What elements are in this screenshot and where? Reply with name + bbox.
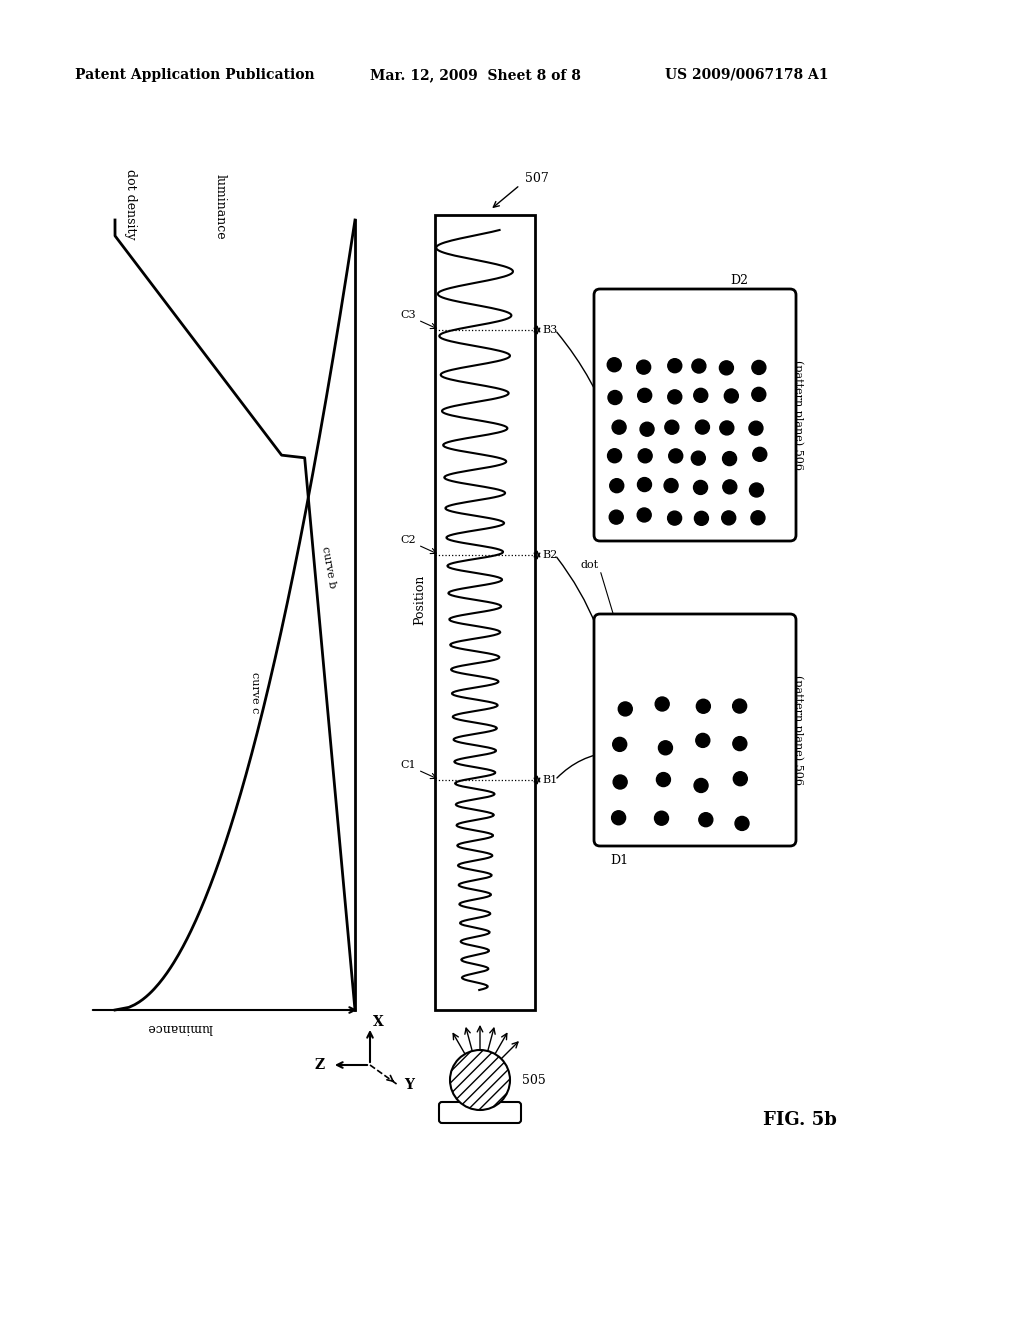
- FancyBboxPatch shape: [594, 614, 796, 846]
- Circle shape: [658, 741, 673, 755]
- Circle shape: [750, 483, 764, 498]
- Text: curve c: curve c: [250, 672, 260, 714]
- Circle shape: [693, 480, 708, 495]
- Text: 505: 505: [522, 1073, 546, 1086]
- Circle shape: [638, 478, 651, 491]
- Circle shape: [696, 700, 711, 713]
- Circle shape: [609, 510, 624, 524]
- Circle shape: [698, 813, 713, 826]
- Circle shape: [613, 775, 627, 789]
- Circle shape: [612, 420, 626, 434]
- Circle shape: [751, 511, 765, 525]
- Text: (pattern plane) 506: (pattern plane) 506: [793, 675, 803, 785]
- Text: Mar. 12, 2009  Sheet 8 of 8: Mar. 12, 2009 Sheet 8 of 8: [370, 69, 581, 82]
- Circle shape: [723, 451, 736, 466]
- Text: C3: C3: [400, 310, 416, 319]
- Circle shape: [608, 391, 622, 404]
- Circle shape: [694, 388, 708, 403]
- Circle shape: [720, 421, 734, 434]
- Circle shape: [655, 697, 670, 711]
- Circle shape: [732, 700, 746, 713]
- Text: C1: C1: [400, 760, 416, 770]
- Circle shape: [640, 422, 654, 436]
- Circle shape: [735, 817, 749, 830]
- Text: B3: B3: [542, 325, 557, 335]
- Circle shape: [720, 360, 733, 375]
- Circle shape: [668, 389, 682, 404]
- Text: luminance: luminance: [213, 174, 226, 240]
- Text: luminance: luminance: [147, 1022, 213, 1035]
- Text: Z: Z: [315, 1059, 325, 1072]
- Circle shape: [668, 359, 682, 372]
- Text: dot density: dot density: [124, 169, 136, 240]
- Circle shape: [618, 702, 632, 715]
- Circle shape: [668, 511, 682, 525]
- Text: Position: Position: [414, 574, 427, 626]
- Text: dot: dot: [581, 560, 599, 570]
- Circle shape: [723, 480, 737, 494]
- Circle shape: [752, 387, 766, 401]
- Circle shape: [637, 508, 651, 521]
- Text: 507: 507: [525, 172, 549, 185]
- Bar: [435, 215, 535, 1010]
- Circle shape: [612, 738, 627, 751]
- Circle shape: [669, 449, 683, 463]
- Text: (pattern plane) 506: (pattern plane) 506: [793, 360, 803, 470]
- Circle shape: [609, 479, 624, 492]
- FancyBboxPatch shape: [439, 1102, 521, 1123]
- Circle shape: [607, 358, 622, 372]
- Text: Y: Y: [404, 1078, 415, 1092]
- Circle shape: [638, 449, 652, 463]
- Circle shape: [695, 734, 710, 747]
- Circle shape: [694, 779, 708, 792]
- Text: D1: D1: [610, 854, 628, 866]
- Circle shape: [611, 810, 626, 825]
- Circle shape: [752, 360, 766, 375]
- Text: D2: D2: [730, 273, 748, 286]
- Text: curve b: curve b: [319, 545, 337, 589]
- Circle shape: [753, 447, 767, 461]
- Circle shape: [654, 812, 669, 825]
- Text: FIG. 5b: FIG. 5b: [763, 1111, 837, 1129]
- Circle shape: [722, 511, 735, 525]
- Circle shape: [692, 359, 706, 374]
- Circle shape: [691, 451, 706, 465]
- Circle shape: [656, 772, 671, 787]
- Circle shape: [749, 421, 763, 436]
- Text: Patent Application Publication: Patent Application Publication: [75, 69, 314, 82]
- Text: US 2009/0067178 A1: US 2009/0067178 A1: [665, 69, 828, 82]
- FancyBboxPatch shape: [594, 289, 796, 541]
- Circle shape: [665, 479, 678, 492]
- Circle shape: [724, 389, 738, 403]
- Circle shape: [695, 420, 710, 434]
- Text: C2: C2: [400, 535, 416, 545]
- Text: X: X: [373, 1015, 383, 1030]
- Text: B1: B1: [542, 775, 557, 785]
- Circle shape: [733, 772, 748, 785]
- Circle shape: [665, 420, 679, 434]
- Circle shape: [607, 449, 622, 463]
- Circle shape: [694, 511, 709, 525]
- Circle shape: [450, 1049, 510, 1110]
- Circle shape: [637, 360, 650, 374]
- Circle shape: [638, 388, 651, 403]
- Circle shape: [733, 737, 746, 751]
- Text: B2: B2: [542, 550, 557, 560]
